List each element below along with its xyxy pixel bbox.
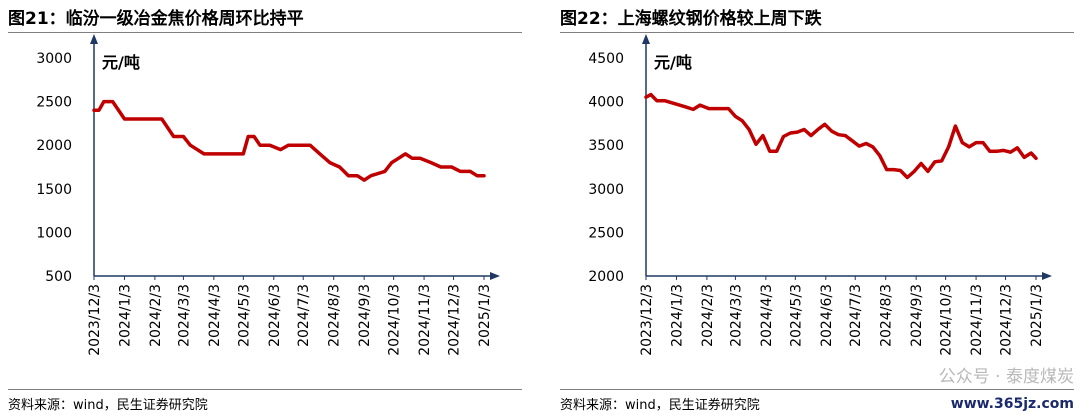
rebar-price-chart: 元/吨 2000 2500 3000 3500 4000 4500 2023/12/3 2024… bbox=[588, 34, 1052, 356]
x-tick-label: 2024/1/3 bbox=[117, 284, 133, 347]
title-rule bbox=[560, 32, 1074, 33]
coke-price-chart: 元/吨 500 1000 1500 2000 2500 3000 2023/12/3 2024/… bbox=[36, 34, 500, 356]
y-tick-label: 3000 bbox=[588, 182, 624, 198]
price-line bbox=[92, 99, 486, 182]
x-tick-label: 2024/1/3 bbox=[669, 284, 685, 347]
unit-label: 元/吨 bbox=[102, 53, 140, 72]
x-tick-label: 2024/2/3 bbox=[700, 284, 716, 347]
x-tick-label: 2024/12/3 bbox=[447, 284, 463, 356]
x-tick-label: 2024/8/3 bbox=[879, 284, 895, 347]
x-tick-label: 2024/12/3 bbox=[999, 284, 1015, 356]
x-tick-label: 2024/6/3 bbox=[819, 284, 835, 347]
x-tick-label: 2024/4/3 bbox=[207, 284, 223, 347]
x-tick-label: 2024/6/3 bbox=[267, 284, 283, 347]
y-tick-label: 3000 bbox=[36, 51, 72, 67]
x-tick-label: 2024/9/3 bbox=[357, 284, 373, 347]
x-tick-label: 2024/3/3 bbox=[176, 284, 192, 347]
y-tick-label: 4500 bbox=[588, 51, 624, 67]
y-tick-label: 4000 bbox=[588, 95, 624, 111]
y-tick-label: 2000 bbox=[588, 269, 624, 285]
x-tick-label: 2024/2/3 bbox=[148, 284, 164, 347]
title-rule bbox=[8, 32, 522, 33]
y-axis-arrow-icon bbox=[642, 34, 650, 44]
x-tick-label: 2024/10/3 bbox=[387, 284, 403, 356]
x-tick-label: 2024/5/3 bbox=[788, 284, 804, 347]
x-tick-label: 2024/7/3 bbox=[848, 284, 864, 347]
x-tick-label: 2025/1/3 bbox=[1029, 284, 1045, 347]
x-tick-label: 2024/10/3 bbox=[939, 284, 955, 356]
watermark-site: www.365jz.com bbox=[950, 396, 1074, 412]
y-axis-arrow-icon bbox=[90, 34, 98, 44]
price-line bbox=[644, 92, 1038, 180]
right-chart-panel: 图22：上海螺纹钢价格较上周下跌 元/吨 2000 2500 3000 3500 4000… bbox=[560, 0, 1080, 420]
y-tick-label: 2500 bbox=[36, 95, 72, 111]
y-tick-label: 1500 bbox=[36, 182, 72, 198]
y-tick-label: 2000 bbox=[36, 138, 72, 154]
x-tick-label: 2024/9/3 bbox=[909, 284, 925, 347]
y-tick-label: 3500 bbox=[588, 138, 624, 154]
x-tick-label: 2024/7/3 bbox=[296, 284, 312, 347]
x-tick-label: 2024/8/3 bbox=[327, 284, 343, 347]
left-chart-panel: 图21：临汾一级冶金焦价格周环比持平 元/吨 500 1000 1500 2000 250… bbox=[8, 0, 528, 420]
x-tick-label: 2024/5/3 bbox=[236, 284, 252, 347]
x-axis-arrow-icon bbox=[1042, 272, 1052, 280]
footer-rule bbox=[8, 389, 522, 390]
y-tick-label: 1000 bbox=[36, 225, 72, 241]
x-axis-arrow-icon bbox=[490, 272, 500, 280]
x-tick-label: 2024/11/3 bbox=[417, 284, 433, 356]
x-tick-label: 2024/3/3 bbox=[728, 284, 744, 347]
y-tick-label: 500 bbox=[45, 269, 72, 285]
x-tick-label: 2023/12/3 bbox=[639, 284, 655, 356]
x-tick-label: 2024/4/3 bbox=[759, 284, 775, 347]
source-note: 资料来源：wind，民生证券研究院 bbox=[560, 398, 760, 413]
unit-label: 元/吨 bbox=[654, 53, 692, 72]
x-tick-label: 2025/1/3 bbox=[477, 284, 493, 347]
x-tick-label: 2024/11/3 bbox=[969, 284, 985, 356]
watermark-text: 公众号 · 泰度煤炭 bbox=[938, 367, 1074, 387]
chart-title: 图21：临汾一级冶金焦价格周环比持平 bbox=[8, 9, 304, 29]
chart-title: 图22：上海螺纹钢价格较上周下跌 bbox=[560, 9, 822, 29]
source-note: 资料来源：wind，民生证券研究院 bbox=[8, 398, 208, 413]
x-tick-label: 2023/12/3 bbox=[87, 284, 103, 356]
footer-rule bbox=[560, 389, 1074, 390]
y-tick-label: 2500 bbox=[588, 225, 624, 241]
